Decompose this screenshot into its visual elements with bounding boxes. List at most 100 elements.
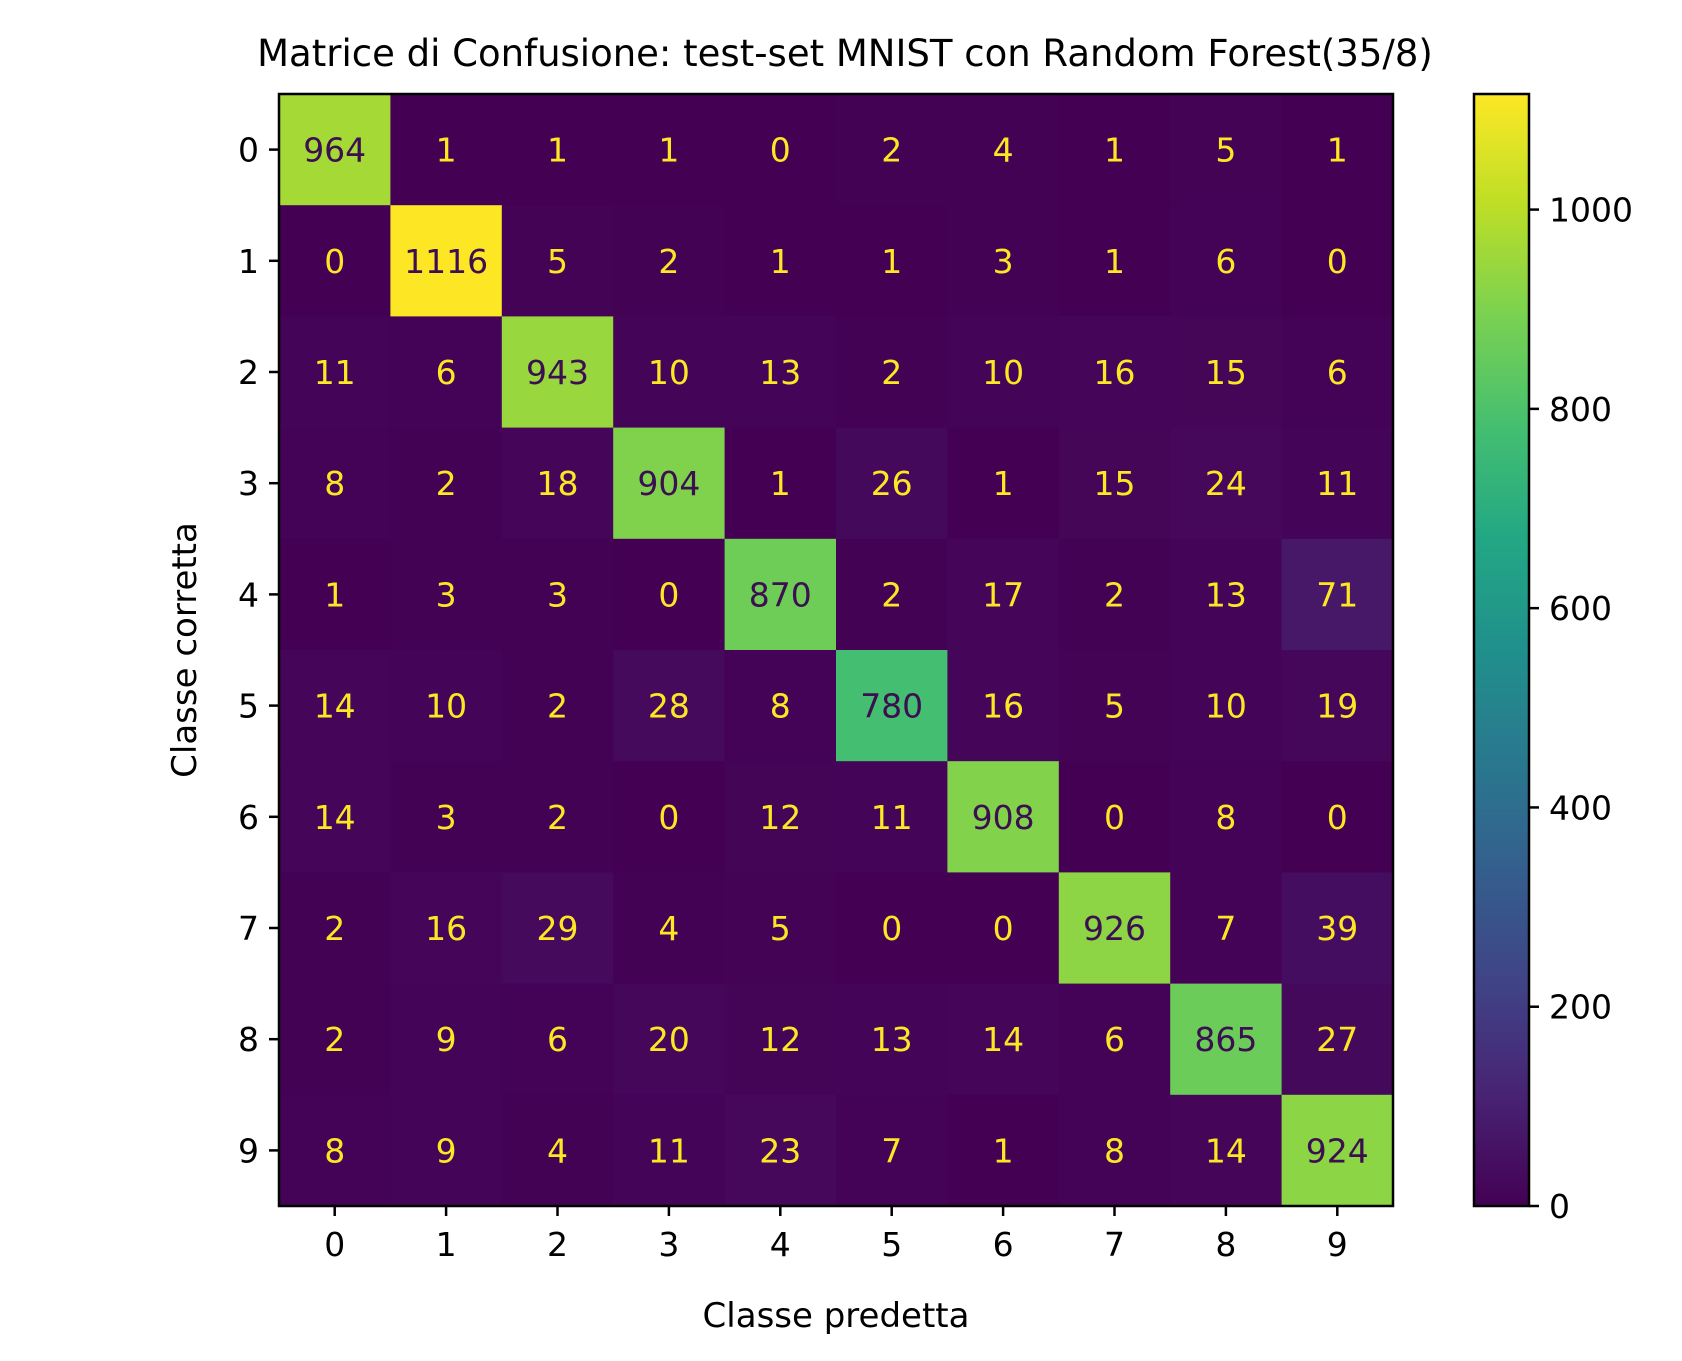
y-tick-label: 2 xyxy=(238,353,259,392)
cell-value-label: 1 xyxy=(436,131,457,170)
cell-value-label: 9 xyxy=(436,1020,457,1059)
x-tick-label: 3 xyxy=(658,1225,679,1264)
cell-value-label: 865 xyxy=(1194,1020,1257,1059)
heatmap-cell xyxy=(1058,205,1171,317)
cell-value-label: 926 xyxy=(1083,909,1146,948)
cell-value-label: 0 xyxy=(658,575,679,614)
cell-value-label: 2 xyxy=(324,909,345,948)
heatmap-cell xyxy=(390,94,503,206)
cell-value-label: 0 xyxy=(1327,242,1348,281)
heatmap-cell xyxy=(836,872,948,985)
cell-value-label: 29 xyxy=(537,909,579,948)
heatmap-cell xyxy=(836,538,948,651)
heatmap-cell xyxy=(947,538,1060,651)
cell-value-label: 6 xyxy=(547,1020,568,1059)
y-axis-label: Classe corretta xyxy=(165,522,205,778)
cell-value-label: 11 xyxy=(1316,464,1358,503)
heatmap-cell xyxy=(1170,316,1283,429)
cell-value-label: 1 xyxy=(547,131,568,170)
heatmap-cell xyxy=(836,1094,948,1207)
heatmap-cell xyxy=(1170,650,1283,762)
heatmap-cell xyxy=(1058,650,1171,762)
heatmap-cell xyxy=(501,983,614,1096)
heatmap-cell xyxy=(724,427,837,540)
heatmap-cell xyxy=(724,872,837,985)
heatmap-cell xyxy=(501,538,614,651)
heatmap-cell xyxy=(947,761,1060,873)
cell-value-label: 0 xyxy=(1104,798,1125,837)
colorbar-tick-label: 400 xyxy=(1549,788,1612,827)
heatmap-cell xyxy=(613,650,726,762)
x-tick-label: 5 xyxy=(881,1225,902,1264)
heatmap-cell xyxy=(1170,872,1283,985)
cell-value-label: 1 xyxy=(1104,242,1125,281)
heatmap-cell xyxy=(613,538,726,651)
heatmap-cell xyxy=(1170,1094,1283,1207)
heatmap-cell xyxy=(613,761,726,873)
y-axis-ticks: 0 1 2 3 4 5 6 7 8 9 xyxy=(238,131,279,1170)
heatmap-cell xyxy=(836,983,948,1096)
cell-value-label: 8 xyxy=(770,687,791,726)
cell-value-label: 1 xyxy=(993,1131,1014,1170)
cell-value-label: 964 xyxy=(303,131,366,170)
cell-value-label: 0 xyxy=(770,131,791,170)
y-tick-label: 1 xyxy=(238,242,259,281)
heatmap-cell xyxy=(1058,94,1171,206)
cell-value-label: 10 xyxy=(982,353,1024,392)
x-tick-label: 2 xyxy=(547,1225,568,1264)
cell-value-label: 15 xyxy=(1205,353,1247,392)
y-tick-label: 5 xyxy=(238,687,259,726)
heatmap-cell xyxy=(1170,427,1283,540)
colorbar-tick-label: 200 xyxy=(1549,988,1612,1027)
cell-value-label: 6 xyxy=(1104,1020,1125,1059)
heatmap-cell xyxy=(1170,94,1283,206)
heatmap-cell xyxy=(390,205,503,317)
heatmap-cell xyxy=(836,316,948,429)
heatmap-cell xyxy=(724,650,837,762)
cell-value-label: 4 xyxy=(658,909,679,948)
cell-value-label: 4 xyxy=(993,131,1014,170)
cell-value-label: 17 xyxy=(982,575,1024,614)
heatmap-cell xyxy=(947,650,1060,762)
heatmap-cell xyxy=(1281,538,1394,651)
y-tick-label: 8 xyxy=(238,1020,259,1059)
heatmap-cell xyxy=(613,872,726,985)
cell-value-label: 8 xyxy=(1215,798,1236,837)
heatmap-cell xyxy=(724,983,837,1096)
cell-value-label: 0 xyxy=(658,798,679,837)
cell-value-label: 14 xyxy=(1205,1131,1247,1170)
y-tick-label: 4 xyxy=(238,575,259,614)
heatmap-cell xyxy=(724,94,837,206)
cell-value-label: 19 xyxy=(1316,687,1358,726)
cell-value-label: 0 xyxy=(1327,798,1348,837)
cell-value-label: 10 xyxy=(648,353,690,392)
cell-value-label: 2 xyxy=(881,353,902,392)
y-tick-label: 6 xyxy=(238,798,259,837)
cell-value-label: 780 xyxy=(860,687,923,726)
chart-title: Matrice di Confusione: test-set MNIST co… xyxy=(257,32,1433,75)
heatmap-cell xyxy=(501,872,614,985)
cell-value-label: 12 xyxy=(759,1020,801,1059)
heatmap-cell xyxy=(1170,761,1283,873)
cell-value-label: 924 xyxy=(1306,1131,1369,1170)
colorbar-tick-label: 1000 xyxy=(1549,191,1633,230)
cell-value-label: 10 xyxy=(1205,687,1247,726)
y-tick-label: 0 xyxy=(238,131,259,170)
heatmap-cell xyxy=(1058,316,1171,429)
cell-value-label: 0 xyxy=(881,909,902,948)
heatmap-cell xyxy=(836,205,948,317)
heatmap-cell xyxy=(613,94,726,206)
x-tick-label: 6 xyxy=(993,1225,1014,1264)
heatmap-cell xyxy=(390,983,503,1096)
cell-value-label: 2 xyxy=(881,131,902,170)
heatmap-cell xyxy=(613,1094,726,1207)
colorbar-tick-label: 600 xyxy=(1549,589,1612,628)
cell-value-label: 14 xyxy=(314,687,356,726)
cell-value-label: 870 xyxy=(749,575,812,614)
heatmap-cell xyxy=(279,650,391,762)
cell-value-label: 1 xyxy=(1327,131,1348,170)
heatmap-cell xyxy=(1281,1094,1394,1207)
colorbar-frame xyxy=(1472,92,1531,1208)
cell-value-label: 2 xyxy=(547,687,568,726)
cell-value-label: 1 xyxy=(1104,131,1125,170)
